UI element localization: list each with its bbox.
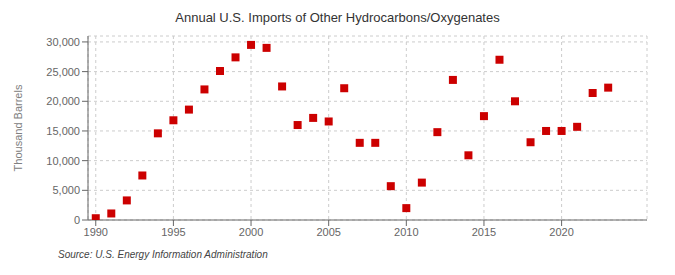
svg-text:2010: 2010 xyxy=(394,226,418,238)
svg-text:1995: 1995 xyxy=(161,226,185,238)
svg-text:25,000: 25,000 xyxy=(46,66,80,78)
svg-text:2000: 2000 xyxy=(239,226,263,238)
html-text:Source: U.S. Energy Informatio: Source: U.S. Energy Information Administ… xyxy=(58,249,268,260)
svg-text:Thousand Barrels: Thousand Barrels xyxy=(12,84,24,171)
svg-text:2015: 2015 xyxy=(472,226,496,238)
svg-text:30,000: 30,000 xyxy=(46,36,80,48)
svg-text:1990: 1990 xyxy=(84,226,108,238)
svg-text:5,000: 5,000 xyxy=(52,184,80,196)
svg-text:15,000: 15,000 xyxy=(46,125,80,137)
svg-text:0: 0 xyxy=(74,214,80,226)
svg-text:2005: 2005 xyxy=(316,226,340,238)
svg-text:10,000: 10,000 xyxy=(46,155,80,167)
html-text:Annual U.S. Imports of Other H: Annual U.S. Imports of Other Hydrocarbon… xyxy=(175,10,500,25)
svg-text:2020: 2020 xyxy=(549,226,573,238)
svg-text:20,000: 20,000 xyxy=(46,95,80,107)
